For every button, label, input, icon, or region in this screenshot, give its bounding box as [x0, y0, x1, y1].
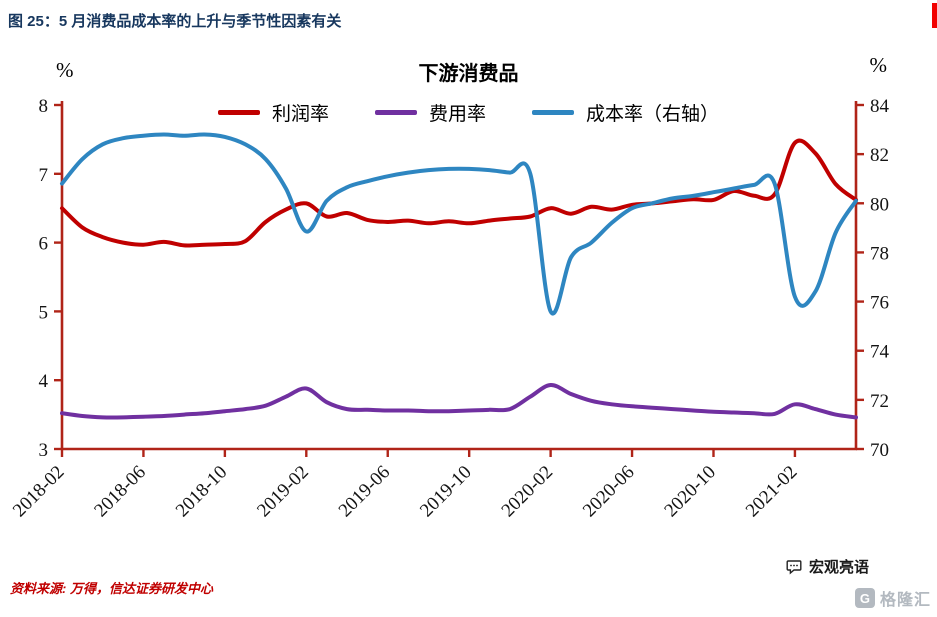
svg-text:70: 70 — [870, 440, 889, 461]
watermark-text: 宏观亮语 — [808, 559, 869, 576]
chat-bubble-icon — [786, 559, 802, 575]
gelonghui-logo-text: 格隆汇 — [879, 592, 931, 609]
svg-text:2019-02: 2019-02 — [253, 462, 313, 522]
right-axis-unit: % — [869, 53, 888, 77]
left-axis-unit: % — [56, 58, 74, 82]
chart-title: 下游消费品 — [418, 63, 519, 85]
svg-text:2018-06: 2018-06 — [90, 462, 150, 522]
svg-text:2020-10: 2020-10 — [660, 462, 720, 522]
svg-text:3: 3 — [39, 440, 49, 461]
legend-swatch-expense-rate — [374, 110, 417, 115]
svg-text:72: 72 — [870, 391, 889, 412]
svg-text:80: 80 — [870, 194, 889, 215]
svg-text:76: 76 — [870, 293, 889, 314]
legend-item-expense-rate: 费用率 — [374, 99, 486, 126]
chart-legend: 利润率 费用率 成本率（右轴） — [0, 99, 937, 126]
svg-text:84: 84 — [870, 96, 890, 117]
legend-label-profit-rate: 利润率 — [271, 104, 329, 125]
svg-text:2019-06: 2019-06 — [335, 462, 395, 522]
svg-text:78: 78 — [870, 243, 889, 264]
svg-text:2018-10: 2018-10 — [172, 462, 232, 522]
legend-item-cost-rate: 成本率（右轴） — [532, 99, 719, 126]
legend-swatch-profit-rate — [217, 110, 260, 115]
gelonghui-logo-icon: G — [854, 588, 875, 608]
svg-text:2020-06: 2020-06 — [579, 462, 639, 522]
svg-text:82: 82 — [870, 145, 889, 166]
watermark: 宏观亮语 — [786, 556, 869, 577]
svg-text:5: 5 — [39, 302, 49, 323]
red-edge-marker — [932, 3, 937, 28]
svg-text:74: 74 — [870, 342, 890, 363]
legend-swatch-cost-rate — [532, 110, 574, 115]
gelonghui-logo: G 格隆汇 — [854, 586, 931, 610]
svg-text:2018-02: 2018-02 — [9, 462, 69, 522]
svg-text:6: 6 — [39, 234, 49, 255]
svg-text:2019-10: 2019-10 — [416, 462, 476, 522]
svg-text:2021-02: 2021-02 — [742, 462, 802, 522]
legend-label-expense-rate: 费用率 — [428, 104, 486, 125]
figure-title: 图 25：5 月消费品成本率的上升与季节性因素有关 — [8, 13, 342, 30]
source-note: 资料来源: 万得，信达证券研发中心 — [10, 581, 213, 596]
svg-text:7: 7 — [39, 165, 49, 186]
svg-text:8: 8 — [39, 96, 49, 117]
legend-label-cost-rate: 成本率（右轴） — [586, 104, 720, 125]
svg-text:4: 4 — [39, 371, 49, 392]
legend-item-profit-rate: 利润率 — [217, 99, 329, 126]
svg-text:2020-02: 2020-02 — [498, 462, 558, 522]
